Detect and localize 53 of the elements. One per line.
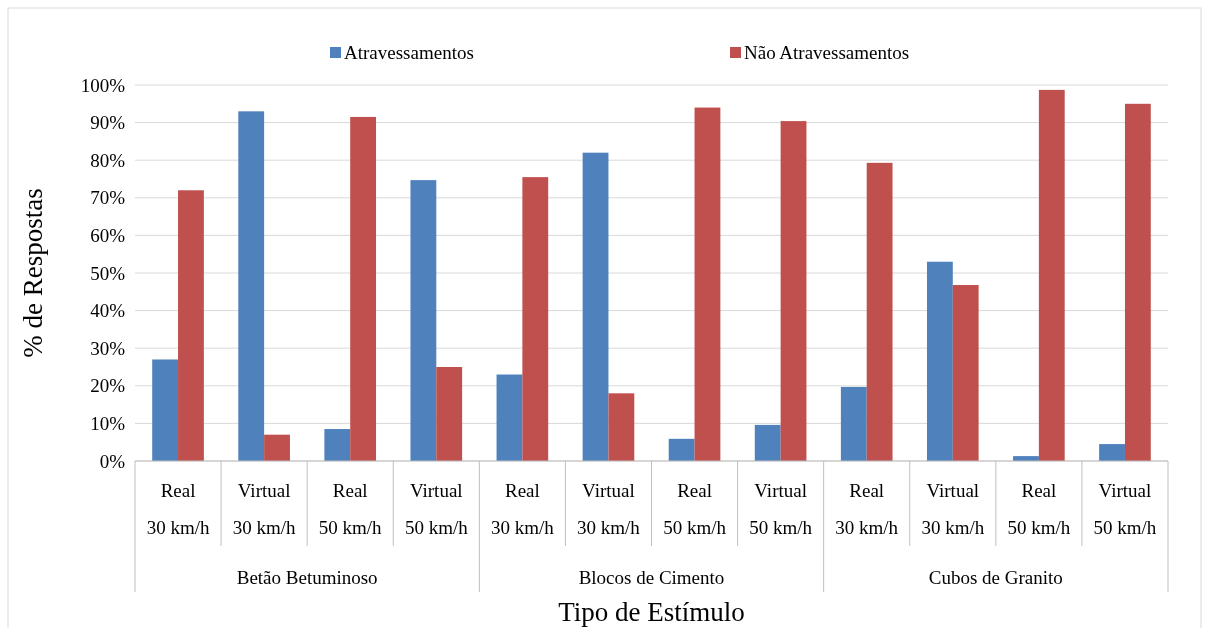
y-tick-label: 60%	[90, 224, 126, 246]
bar	[668, 438, 695, 461]
legend-label: Atravessamentos	[344, 42, 474, 63]
x-tick-label: Real 30 km/h	[835, 480, 899, 538]
x-axis-title: Tipo de Estímulo	[558, 597, 745, 627]
text: Betão Betuminoso	[236, 567, 378, 588]
bar	[694, 107, 721, 461]
x-tick-label: Virtual 30 km/h	[232, 480, 297, 538]
bar	[1124, 103, 1151, 461]
bar	[178, 190, 204, 461]
bar	[410, 180, 437, 461]
x-tick-label: Virtual 30 km/h	[577, 480, 641, 538]
bar	[926, 261, 953, 461]
y-tick-label: 40%	[90, 300, 126, 322]
bar	[264, 434, 290, 461]
y-tick-label: 30%	[90, 337, 126, 359]
bar	[754, 424, 781, 461]
x-tick-label: Real 30 km/h	[146, 480, 210, 538]
y-tick-label: 70%	[90, 187, 126, 209]
text: Blocos de Cimento	[578, 567, 725, 588]
y-tick-label: 90%	[90, 112, 126, 134]
bar	[866, 162, 893, 461]
bar	[436, 367, 463, 461]
x-tick-label: Real 50 km/h	[318, 480, 383, 538]
bar	[324, 429, 351, 461]
y-tick-label: 80%	[90, 149, 126, 171]
text: Cubos de Granito	[928, 567, 1063, 588]
bar	[780, 121, 807, 461]
y-tick-label: 0%	[99, 450, 126, 472]
bar	[582, 152, 609, 461]
y-tick-label: 20%	[90, 375, 126, 397]
y-tick-label: 50%	[90, 262, 126, 284]
y-axis-title: % de Respostas	[18, 188, 48, 358]
bar	[840, 386, 867, 461]
bar	[522, 177, 549, 461]
bar	[238, 111, 265, 461]
bar	[496, 374, 523, 461]
y-tick-label: 10%	[90, 412, 126, 434]
legend-label: Não Atravessamentos	[744, 42, 910, 63]
x-tick-label: Real 50 km/h	[1007, 480, 1071, 538]
bar	[608, 393, 635, 461]
bar	[152, 359, 179, 461]
x-tick-label: Virtual 50 km/h	[1093, 480, 1157, 538]
y-tick-label: 100%	[80, 74, 126, 96]
x-tick-label: Real 30 km/h	[490, 480, 555, 538]
x-tick-label: Real 50 km/h	[663, 480, 727, 538]
x-tick-label: Virtual 50 km/h	[404, 480, 469, 538]
bar	[1038, 89, 1065, 461]
bar	[1099, 444, 1125, 461]
bar	[952, 285, 979, 461]
x-tick-label: Virtual 30 km/h	[921, 480, 985, 538]
bar	[350, 116, 377, 461]
x-tick-label: Virtual 50 km/h	[749, 480, 813, 538]
